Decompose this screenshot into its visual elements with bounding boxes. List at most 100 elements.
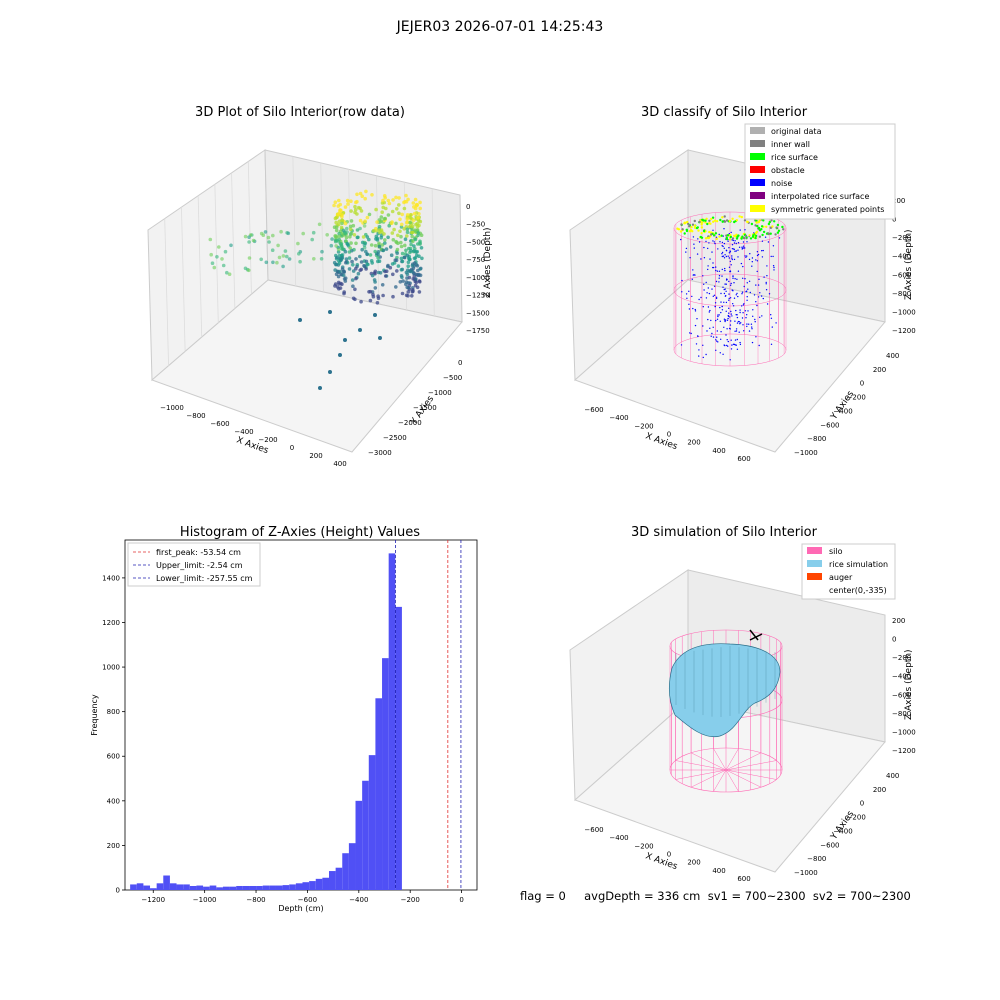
noise-point [753, 232, 755, 234]
raw-point [414, 277, 418, 281]
surface-point [702, 229, 706, 233]
raw-point [333, 268, 338, 272]
noise-point [751, 328, 753, 330]
raw-point [386, 213, 391, 217]
noise-point [744, 247, 746, 249]
raw-point [410, 294, 414, 298]
noise-point [725, 249, 728, 251]
classify-z-tick: 0 [892, 216, 896, 224]
raw-point [383, 238, 387, 242]
hist-y-tick-label: 1200 [102, 619, 120, 627]
noise-point [727, 255, 729, 257]
noise-point [742, 312, 744, 314]
noise-point [715, 349, 717, 351]
surface-point [704, 221, 707, 224]
noise-point [692, 269, 694, 271]
noise-point [752, 309, 754, 311]
noise-point [718, 314, 720, 316]
noise-point [702, 344, 704, 346]
raw-point [381, 205, 386, 210]
noise-point [728, 297, 730, 300]
raw-x-tick: −400 [234, 428, 253, 436]
noise-point [725, 310, 727, 312]
raw-point [247, 268, 251, 273]
surface-point [731, 217, 734, 220]
raw-point [403, 243, 407, 248]
noise-point [728, 299, 730, 301]
raw-point [417, 254, 421, 258]
noise-point [722, 245, 724, 248]
noise-point [761, 240, 764, 242]
legend-swatch [750, 179, 765, 186]
noise-point [740, 262, 743, 265]
sim-x-tick: 0 [667, 851, 671, 859]
legend-swatch [807, 560, 822, 567]
noise-point [724, 269, 726, 272]
noise-point [760, 295, 763, 297]
raw-point [320, 249, 324, 254]
surface-point [750, 222, 754, 226]
surface-point [686, 220, 689, 224]
figure-suptitle: JEJER03 2026-07-01 14:25:43 [396, 19, 604, 35]
raw-point [349, 231, 354, 236]
noise-point [748, 330, 751, 332]
noise-point [719, 306, 721, 309]
raw-point [378, 336, 382, 340]
surface-point [712, 220, 715, 223]
noise-point [733, 297, 736, 299]
noise-point [730, 320, 732, 322]
raw-point [398, 217, 402, 222]
surface-point [728, 238, 732, 241]
sim-z-tick: −600 [892, 691, 911, 699]
noise-point [757, 296, 760, 298]
noise-point [746, 296, 748, 298]
raw-point [405, 213, 410, 217]
noise-point [741, 246, 743, 248]
noise-point [724, 320, 726, 323]
raw-point [286, 231, 291, 236]
classify-silo-verticals [673, 212, 787, 366]
noise-point [729, 328, 731, 330]
raw-point [391, 238, 396, 242]
noise-point [765, 283, 767, 285]
hist-bar [216, 887, 223, 890]
raw-point [406, 286, 411, 290]
legend-label: silo [829, 547, 843, 556]
noise-point [731, 255, 733, 257]
raw-point [356, 205, 361, 210]
legend-swatch [750, 192, 765, 199]
raw-point [373, 249, 378, 254]
noise-point [733, 282, 735, 284]
surface-point [760, 225, 764, 228]
raw-point [351, 263, 355, 267]
noise-point [739, 343, 742, 346]
noise-point [721, 305, 723, 308]
noise-point [741, 291, 744, 293]
noise-point [744, 310, 747, 312]
noise-point [754, 318, 756, 321]
noise-point [751, 257, 754, 259]
noise-point [723, 301, 725, 303]
hist-bar [222, 886, 230, 890]
noise-point [728, 307, 730, 309]
raw-point [212, 265, 217, 270]
raw-point [397, 203, 401, 207]
noise-point [710, 335, 712, 337]
raw-x-tick: −200 [258, 436, 277, 444]
noise-point [692, 274, 694, 276]
noise-point [721, 241, 724, 244]
raw-point [367, 290, 371, 294]
raw-point [415, 203, 420, 207]
raw-point [382, 232, 386, 236]
hist-bar [156, 883, 164, 890]
noise-point [758, 344, 760, 347]
raw-point [365, 235, 370, 239]
surface-point [700, 226, 704, 229]
raw-point [350, 278, 355, 282]
legend-label: center(0,-335) [829, 586, 887, 595]
raw-point [279, 229, 283, 234]
raw-point [347, 267, 352, 271]
sim-x-tick: 400 [712, 867, 725, 875]
raw-point [318, 386, 322, 390]
